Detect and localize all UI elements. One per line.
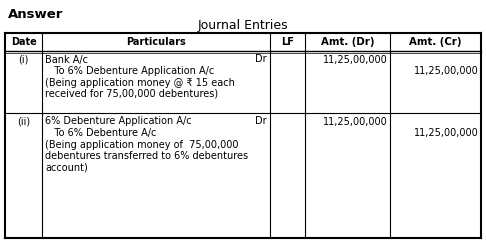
Text: To 6% Debenture A/c: To 6% Debenture A/c [45, 128, 156, 138]
Text: Dr: Dr [255, 54, 267, 65]
Text: Particulars: Particulars [126, 37, 186, 47]
Text: Dr: Dr [255, 116, 267, 127]
Text: Amt. (Dr): Amt. (Dr) [321, 37, 374, 47]
Text: (i): (i) [18, 55, 29, 65]
Text: Journal Entries: Journal Entries [198, 19, 288, 32]
Text: To 6% Debenture Application A/c: To 6% Debenture Application A/c [45, 66, 214, 76]
Text: account): account) [45, 162, 88, 173]
Text: 6% Debenture Application A/c: 6% Debenture Application A/c [45, 116, 191, 127]
Text: (Being application money of  75,00,000: (Being application money of 75,00,000 [45, 140, 239, 149]
Text: (Being application money @ ₹ 15 each: (Being application money @ ₹ 15 each [45, 78, 235, 87]
Text: Bank A/c: Bank A/c [45, 54, 88, 65]
Text: 11,25,00,000: 11,25,00,000 [323, 116, 388, 127]
Text: 11,25,00,000: 11,25,00,000 [323, 54, 388, 65]
Text: 11,25,00,000: 11,25,00,000 [414, 66, 479, 76]
Text: Amt. (Cr): Amt. (Cr) [409, 37, 462, 47]
Text: 11,25,00,000: 11,25,00,000 [414, 128, 479, 138]
Text: Answer: Answer [8, 8, 63, 21]
Text: debentures transferred to 6% debentures: debentures transferred to 6% debentures [45, 151, 248, 161]
Text: (ii): (ii) [17, 117, 30, 127]
Text: LF: LF [281, 37, 294, 47]
Text: Date: Date [11, 37, 36, 47]
Text: received for 75,00,000 debentures): received for 75,00,000 debentures) [45, 89, 218, 99]
